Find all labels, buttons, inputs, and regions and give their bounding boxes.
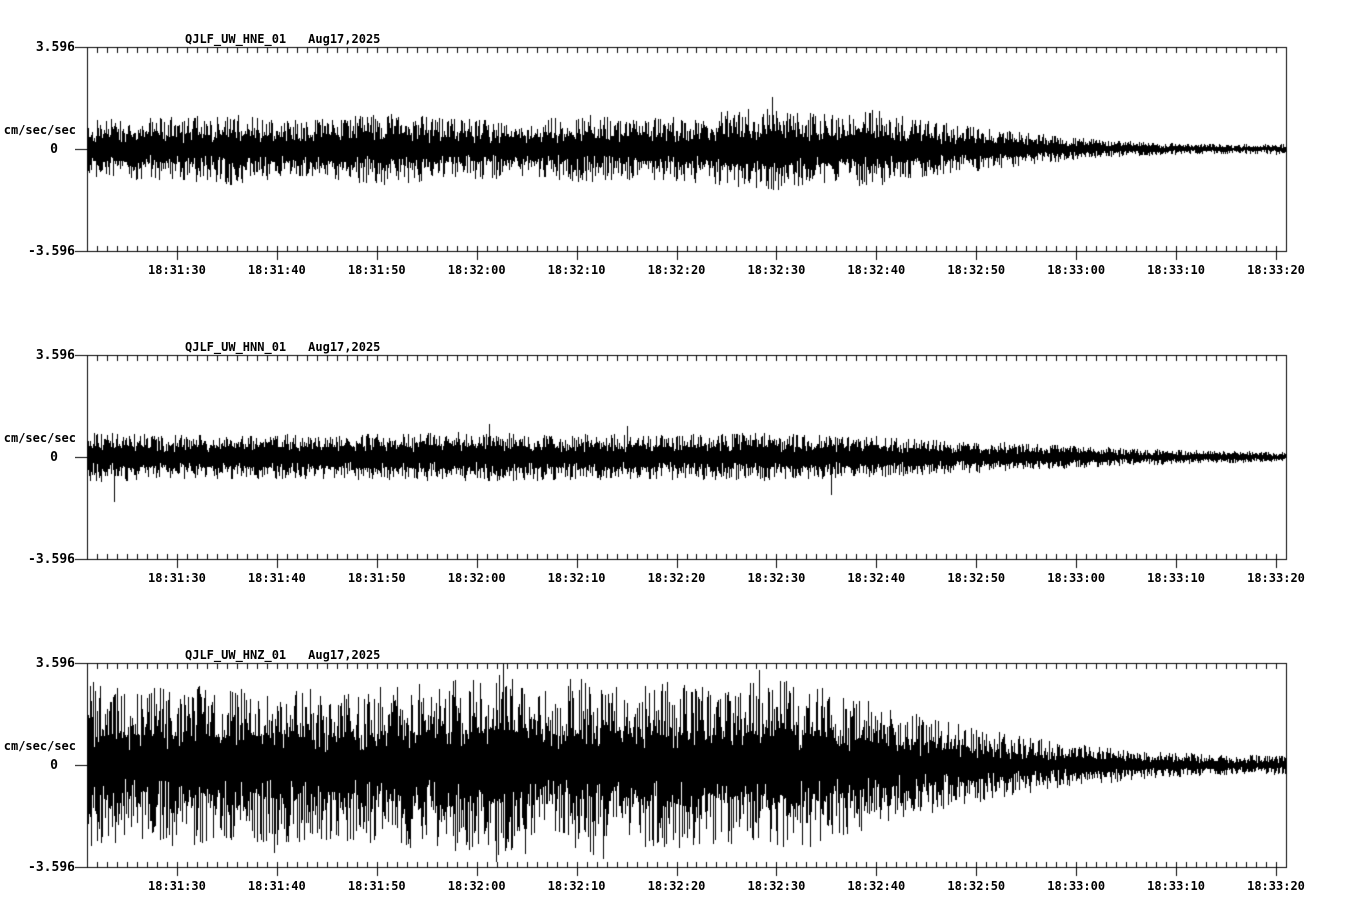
- y-axis-zero-label: 0: [50, 758, 58, 773]
- station-channel-label: QJLF_UW_HNZ_01: [185, 648, 287, 662]
- station-channel-label: QJLF_UW_HNN_01: [185, 340, 287, 354]
- x-tick-label: 18:31:30: [148, 879, 206, 893]
- y-axis-units-label: cm/sec/sec: [3, 431, 76, 445]
- x-tick-label: 18:32:50: [947, 571, 1006, 585]
- x-tick-label: 18:32:50: [947, 879, 1006, 893]
- x-tick-label: 18:32:20: [647, 263, 706, 277]
- x-tick-label: 18:33:10: [1147, 571, 1205, 585]
- y-axis-units-label: cm/sec/sec: [3, 739, 76, 753]
- waveform-plot-hnz: [75, 662, 1289, 878]
- x-tick-label: 18:32:10: [547, 879, 606, 893]
- waveform-plot-hne: [75, 46, 1289, 262]
- x-tick-label: 18:33:20: [1247, 263, 1305, 277]
- x-axis-tick-labels: 18:31:30 18:31:40 18:31:50 18:32:00 18:32:10…: [0, 264, 1358, 278]
- x-tick-label: 18:32:40: [847, 263, 906, 277]
- date-label: Aug17,2025: [308, 32, 381, 46]
- seismogram-panel-hne: QJLF_UW_HNE_01 Aug17,2025 3.596 cm/sec/s…: [0, 0, 1358, 308]
- y-axis-zero-label: 0: [50, 142, 58, 157]
- x-tick-label: 18:33:00: [1047, 879, 1106, 893]
- x-tick-label: 18:32:40: [847, 571, 906, 585]
- x-tick-label: 18:33:20: [1247, 879, 1305, 893]
- x-tick-label: 18:32:30: [747, 879, 806, 893]
- x-tick-label: 18:32:00: [447, 263, 506, 277]
- y-axis-max-label: 3.596: [35, 348, 75, 363]
- x-tick-label: 18:32:20: [647, 571, 706, 585]
- x-tick-label: 18:33:00: [1047, 571, 1106, 585]
- seismogram-panel-hnn: QJLF_UW_HNN_01 Aug17,2025 3.596 cm/sec/s…: [0, 308, 1358, 616]
- x-tick-label: 18:31:40: [247, 879, 306, 893]
- waveform-plot-hnn: [75, 354, 1289, 570]
- x-tick-label: 18:32:20: [647, 879, 706, 893]
- y-axis-max-label: 3.596: [35, 40, 75, 55]
- date-label: Aug17,2025: [308, 340, 381, 354]
- x-tick-label: 18:31:50: [347, 571, 406, 585]
- panel-title: QJLF_UW_HNN_01 Aug17,2025: [185, 340, 380, 354]
- y-axis-min-label: -3.596: [28, 552, 75, 567]
- x-tick-label: 18:33:10: [1147, 263, 1205, 277]
- x-tick-label: 18:32:10: [547, 263, 606, 277]
- x-tick-label: 18:33:00: [1047, 263, 1106, 277]
- x-tick-label: 18:32:00: [447, 571, 506, 585]
- x-tick-label: 18:32:00: [447, 879, 506, 893]
- y-axis-min-label: -3.596: [28, 244, 75, 259]
- x-tick-label: 18:32:40: [847, 879, 906, 893]
- x-tick-label: 18:31:50: [347, 879, 406, 893]
- x-tick-label: 18:32:30: [747, 263, 806, 277]
- x-tick-label: 18:31:50: [347, 263, 406, 277]
- x-tick-label: 18:31:30: [148, 263, 206, 277]
- y-axis-max-label: 3.596: [35, 656, 75, 671]
- x-tick-label: 18:33:10: [1147, 879, 1205, 893]
- seismogram-panel-hnz: QJLF_UW_HNZ_01 Aug17,2025 3.596 cm/sec/s…: [0, 616, 1358, 924]
- x-tick-label: 18:31:30: [148, 571, 206, 585]
- x-axis-tick-labels: 18:31:30 18:31:40 18:31:50 18:32:00 18:32:10…: [0, 880, 1358, 894]
- y-axis-min-label: -3.596: [28, 860, 75, 875]
- x-tick-label: 18:31:40: [247, 263, 306, 277]
- panel-title: QJLF_UW_HNZ_01 Aug17,2025: [185, 648, 380, 662]
- station-channel-label: QJLF_UW_HNE_01: [185, 32, 287, 46]
- y-axis-units-label: cm/sec/sec: [3, 123, 76, 137]
- x-tick-label: 18:33:20: [1247, 571, 1305, 585]
- x-tick-label: 18:31:40: [247, 571, 306, 585]
- x-axis-tick-labels: 18:31:30 18:31:40 18:31:50 18:32:00 18:32:10…: [0, 572, 1358, 586]
- x-tick-label: 18:32:50: [947, 263, 1006, 277]
- panel-title: QJLF_UW_HNE_01 Aug17,2025: [185, 32, 380, 46]
- y-axis-zero-label: 0: [50, 450, 58, 465]
- x-tick-label: 18:32:30: [747, 571, 806, 585]
- date-label: Aug17,2025: [308, 648, 381, 662]
- x-tick-label: 18:32:10: [547, 571, 606, 585]
